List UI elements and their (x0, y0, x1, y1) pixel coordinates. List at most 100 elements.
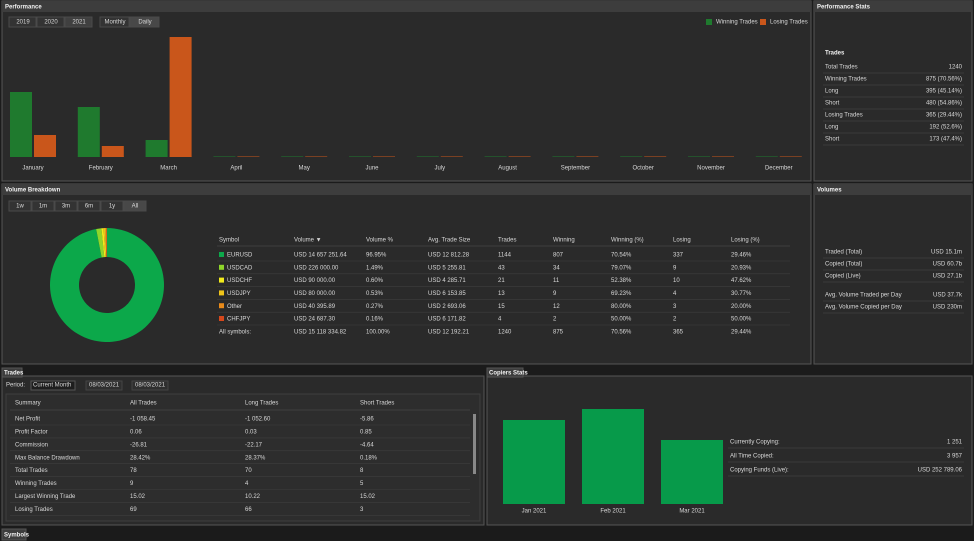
table-cell: 807 (553, 253, 564, 259)
volume-value: USD 230m (933, 305, 962, 311)
date-input[interactable] (85, 380, 123, 391)
table-cell: USD 90 000.00 (294, 278, 336, 284)
table-cell: 0.27% (366, 304, 384, 310)
column-header: Losing (673, 238, 691, 244)
range-tab[interactable] (54, 200, 78, 212)
table-total-cell: 100.00% (366, 330, 390, 336)
column-header: Volume % (366, 238, 394, 244)
stat-value: 395 (45.14%) (926, 89, 962, 95)
table-cell: USD 40 395.89 (294, 304, 336, 310)
x-tick-label: Mar 2021 (679, 509, 705, 515)
x-tick-label: February (89, 166, 113, 172)
panel-title: Performance (5, 5, 42, 11)
column-header: Trades (498, 238, 516, 244)
range-tab[interactable] (77, 200, 101, 212)
x-tick-label: August (498, 166, 517, 172)
bar (77, 107, 100, 157)
table-cell: 0.18% (360, 455, 378, 461)
table-cell: USD 6 153.85 (428, 291, 466, 297)
table-cell: 69.23% (611, 291, 632, 297)
range-tab[interactable] (31, 200, 55, 212)
table-cell: 28.42% (130, 455, 151, 461)
table-cell: USD 4 285.71 (428, 278, 466, 284)
volume-value: USD 15.1m (931, 250, 962, 256)
year-button[interactable] (64, 16, 93, 28)
symbol-name: USDCAD (227, 265, 253, 271)
mode-button[interactable] (99, 16, 130, 28)
table-cell: USD 80 000.00 (294, 291, 336, 297)
column-header: All Trades (130, 401, 157, 407)
table-cell: 1144 (498, 253, 512, 259)
table-cell: Total Trades (15, 468, 48, 474)
table-cell: 78 (130, 468, 137, 474)
table-total-cell: 70.56% (611, 330, 632, 336)
x-tick-label: December (765, 166, 793, 172)
table-cell: 30.77% (731, 291, 752, 297)
copier-value: 3 957 (947, 454, 963, 460)
volume-value: USD 27.1b (933, 274, 963, 280)
table-cell: Profit Factor (15, 429, 48, 435)
column-header: Winning (%) (611, 238, 644, 244)
stat-value: 192 (52.6%) (929, 125, 962, 131)
year-button-label: 2020 (44, 20, 58, 26)
table-cell: 15.02 (130, 494, 146, 500)
period-select[interactable] (30, 380, 76, 391)
table-cell: 50.00% (731, 317, 752, 323)
year-button[interactable] (36, 16, 65, 28)
table-cell: 0.85 (360, 429, 372, 435)
column-header: Losing (%) (731, 238, 760, 244)
donut-slice (105, 228, 107, 258)
table-cell: 8 (360, 468, 364, 474)
year-button-label: 2021 (72, 20, 86, 26)
table-cell: 13 (498, 291, 505, 297)
table-total-cell: USD 12 192.21 (428, 330, 470, 336)
table-cell: 0.06 (130, 429, 142, 435)
date-input[interactable] (131, 380, 169, 391)
scrollbar-thumb[interactable] (473, 414, 476, 474)
mode-button-label: Monthly (104, 20, 125, 26)
column-header: Avg. Trade Size (428, 238, 471, 244)
table-total-cell: 365 (673, 330, 684, 336)
table-total-cell: All symbols: (219, 330, 251, 336)
range-tab[interactable] (100, 200, 124, 212)
year-button[interactable] (8, 16, 37, 28)
bar (10, 92, 32, 157)
stat-label: Winning Trades (825, 77, 867, 83)
table-cell: 70.54% (611, 253, 632, 259)
bar (169, 37, 192, 157)
table-cell: -26.81 (130, 442, 148, 448)
volume-value: USD 60.7b (933, 262, 963, 268)
x-tick-label: October (633, 166, 654, 172)
range-tab[interactable] (8, 200, 32, 212)
table-cell: 96.95% (366, 253, 387, 259)
table-cell: 79.07% (611, 265, 632, 271)
table-total-cell: USD 15 118 334.82 (294, 330, 347, 336)
legend-label: Winning Trades (716, 20, 758, 26)
panel-title: Volumes (817, 188, 842, 194)
table-cell: 50.00% (611, 317, 632, 323)
table-cell: 0.16% (366, 317, 384, 323)
stat-value: 173 (47.4%) (929, 137, 962, 143)
stat-value: 480 (54.86%) (926, 101, 962, 107)
symbol-swatch (219, 252, 224, 257)
stat-label: Total Trades (825, 65, 858, 71)
bar (661, 440, 723, 504)
range-tab-label: All (132, 204, 139, 210)
range-tab[interactable] (123, 200, 147, 212)
table-cell: Max Balance Drawdown (15, 455, 80, 461)
year-button-label: 2019 (16, 20, 30, 26)
symbol-name: CHFJPY (227, 317, 250, 323)
copier-value: USD 252 789.06 (918, 468, 963, 474)
date-to: 08/03/2021 (135, 383, 166, 389)
stats-heading: Trades (825, 51, 845, 57)
table-cell: Largest Winning Trade (15, 494, 76, 500)
table-cell: 15 (498, 304, 505, 310)
table-cell: 9 (553, 291, 557, 297)
mode-button[interactable] (129, 16, 160, 28)
table-cell: -1 052.60 (245, 417, 271, 423)
bar (101, 146, 124, 157)
panel-title: Performance Stats (817, 5, 871, 11)
panel-tab (486, 367, 524, 378)
donut-slice (96, 228, 105, 258)
